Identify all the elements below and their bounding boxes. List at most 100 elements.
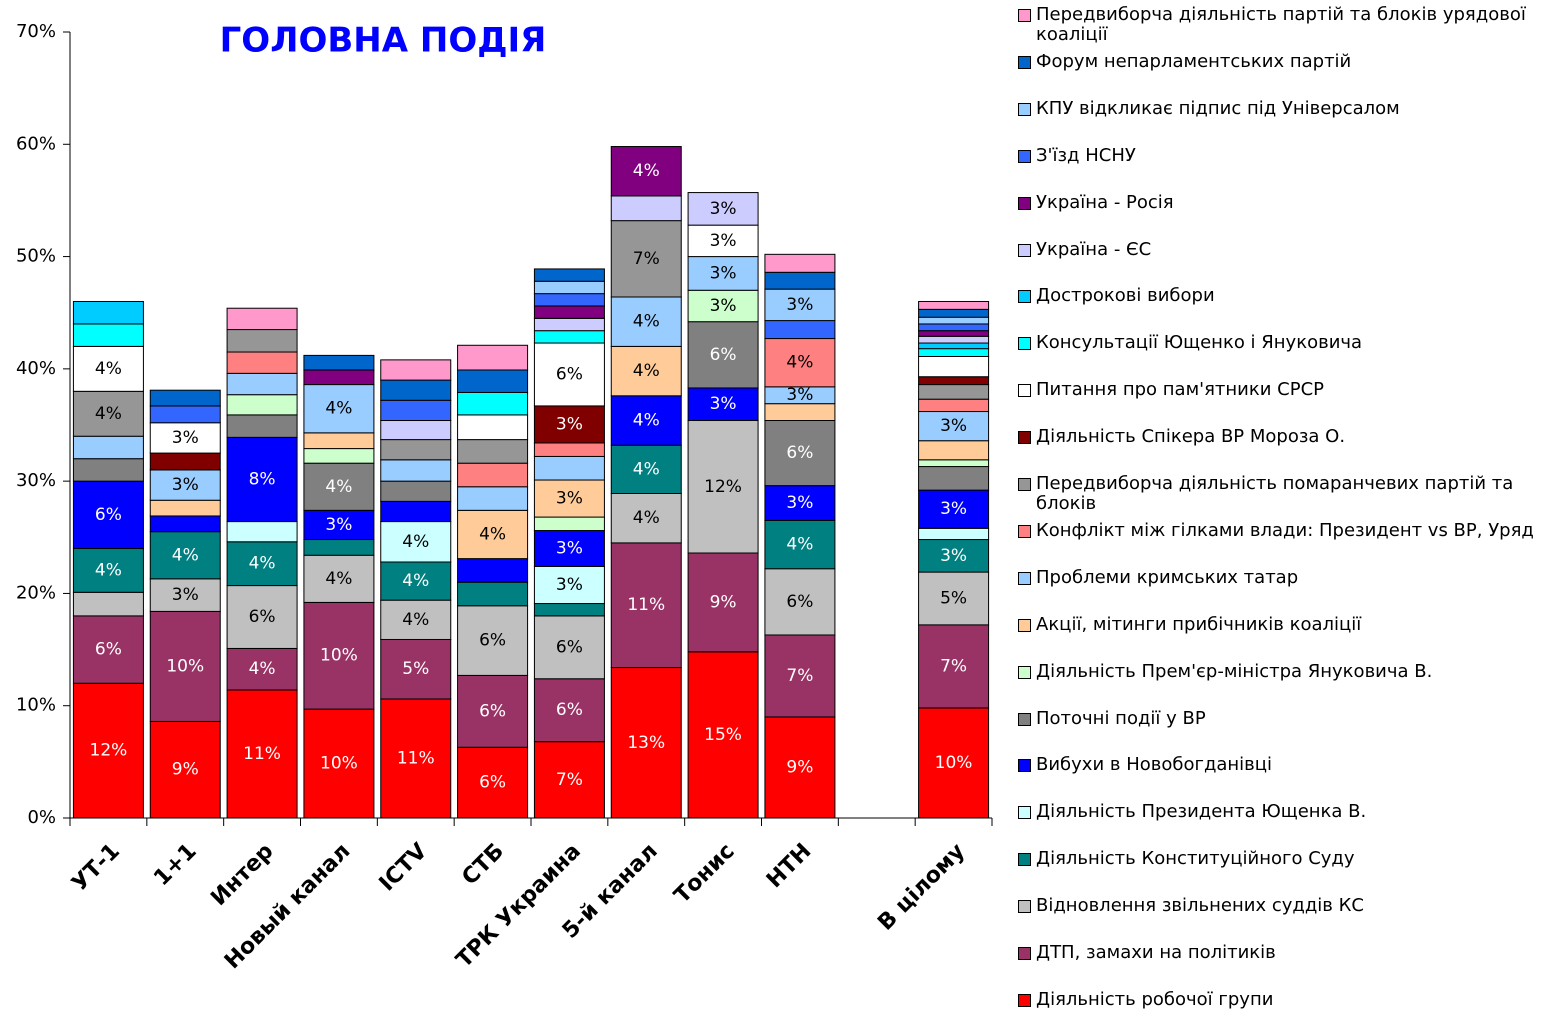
bar-segment: [303, 432, 375, 450]
bar-segment: [72, 480, 144, 550]
bar-segment: [226, 436, 298, 523]
bar-segment: [380, 599, 452, 640]
legend-swatch: [1018, 947, 1031, 960]
data-label: 6%: [556, 700, 583, 720]
bar-segment: [764, 568, 836, 636]
data-label: 6%: [479, 773, 506, 793]
bar-segment: [72, 458, 144, 482]
legend-label: Україна - ЄС: [1036, 238, 1152, 260]
data-label: 4%: [402, 532, 429, 552]
bar-segment: [918, 316, 990, 325]
bar-segment: [457, 486, 529, 511]
bar-segment: [226, 585, 298, 649]
data-label: 4%: [633, 361, 660, 381]
y-tick-label: 60%: [16, 133, 56, 154]
bar-segment: [380, 638, 452, 700]
data-label: 7%: [940, 656, 967, 676]
data-label: 10%: [320, 754, 358, 774]
data-label: 4%: [95, 560, 122, 580]
data-label: 10%: [166, 656, 204, 676]
legend-label: Відновлення звільнених суддів КС: [1036, 895, 1364, 917]
bar-segment: [764, 403, 836, 422]
legend-label: Передвиборча діяльність помаранчевих пар…: [1036, 473, 1514, 514]
bar-segment: [764, 320, 836, 340]
data-label: 6%: [556, 364, 583, 384]
y-tick-label: 30%: [16, 470, 56, 491]
bar-segment: [72, 548, 144, 593]
bar-segment: [918, 300, 990, 310]
bar-segment: [533, 442, 605, 457]
data-label: 6%: [479, 631, 506, 651]
y-tick-label: 20%: [16, 582, 56, 603]
data-label: 4%: [786, 535, 813, 555]
legend-swatch: [1018, 665, 1031, 679]
bar-segment: [303, 554, 375, 603]
bar-segment: [533, 342, 605, 407]
legend-swatch: [1018, 524, 1031, 538]
data-label: 12%: [704, 477, 742, 497]
bar-segment: [533, 330, 605, 344]
bar-segment: [380, 379, 452, 401]
bar-segment: [687, 420, 759, 554]
bar-segment: [226, 372, 298, 396]
data-label: 3%: [786, 385, 813, 405]
data-label: 11%: [243, 744, 281, 764]
x-tick-label: Тонис: [670, 839, 740, 909]
data-label: 3%: [172, 475, 199, 495]
data-label: 11%: [627, 595, 665, 615]
data-label: 3%: [940, 416, 967, 436]
legend-swatch: [1018, 853, 1031, 867]
bar-segment: [457, 746, 529, 819]
bar-segment: [918, 335, 990, 344]
bar-segment: [303, 539, 375, 556]
bar-segment: [918, 539, 990, 573]
bar-segment: [380, 439, 452, 461]
legend-label: Діяльність Прем'єр-міністра Януковича В.: [1036, 660, 1433, 682]
bar-segment: [687, 289, 759, 323]
bar-segment: [610, 492, 682, 544]
legend-swatch: [1018, 712, 1031, 726]
legend-label: Дострокові вибори: [1036, 285, 1215, 307]
data-label: 6%: [249, 607, 276, 627]
legend-label: Діяльність Президента Ющенка В.: [1036, 801, 1367, 823]
bar-segment: [72, 615, 144, 684]
bar-segment: [72, 345, 144, 392]
data-label: 6%: [786, 592, 813, 612]
bar-segment: [918, 356, 990, 378]
bar-segment: [918, 571, 990, 626]
data-label: 6%: [710, 345, 737, 365]
bar-segment: [226, 541, 298, 587]
bar-segment: [149, 610, 221, 722]
legend-label: ДТП, замахи на політиків: [1036, 942, 1276, 963]
bar-segment: [918, 323, 990, 332]
legend-swatch: [1018, 55, 1031, 69]
chart-title: ГОЛОВНА ПОДІЯ: [220, 21, 547, 61]
bar-segment: [610, 296, 682, 347]
bar-segment: [610, 444, 682, 494]
bar-segment: [72, 682, 144, 819]
bar-segment: [764, 519, 836, 570]
bar-segment: [918, 398, 990, 413]
y-tick-label: 10%: [16, 695, 56, 716]
bar-segment: [226, 521, 298, 543]
legend-swatch: [1018, 337, 1031, 351]
legend-label: Акції, мітинги прибічників коаліції: [1036, 613, 1362, 635]
data-label: 8%: [249, 469, 276, 489]
data-label: 3%: [710, 394, 737, 414]
data-label: 6%: [556, 637, 583, 657]
legend-swatch: [1018, 243, 1031, 257]
x-tick-label: НТН: [762, 839, 816, 893]
y-tick-label: 50%: [16, 246, 56, 267]
bar-segment: [533, 455, 605, 481]
data-label: 4%: [325, 477, 352, 497]
legend-label: Вибухи в Новобогданівці: [1036, 754, 1273, 776]
bar-segment: [457, 369, 529, 393]
bar-segment: [918, 624, 990, 709]
bar-segment: [918, 440, 990, 461]
bar-segment: [918, 459, 990, 468]
data-label: 3%: [325, 515, 352, 535]
bar-segment: [380, 420, 452, 441]
bar-segment: [226, 351, 298, 374]
y-tick-label: 40%: [16, 358, 56, 379]
data-label: 3%: [172, 428, 199, 448]
